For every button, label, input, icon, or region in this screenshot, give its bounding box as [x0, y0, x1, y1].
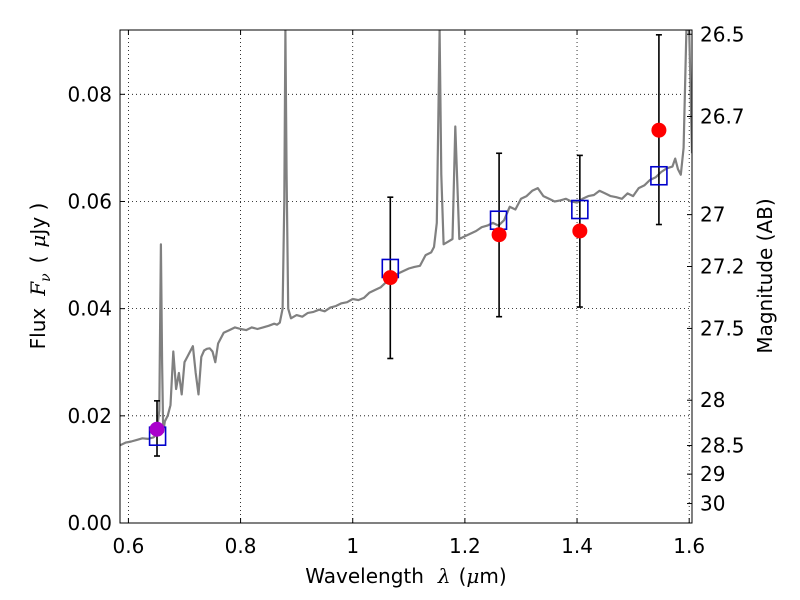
y2-tick-label: 29	[700, 462, 725, 486]
y-tick-label: 0.08	[67, 82, 112, 106]
observed-point	[382, 270, 398, 286]
plot-frame	[119, 29, 693, 524]
y2-tick-label: 27.5	[700, 316, 745, 340]
observed-point	[491, 227, 507, 243]
model-box-marker	[571, 199, 589, 220]
tick-layer: 0.6 0.8 1 1.2 1.4 1.6 0.00 0.02 0.04 0.06 0.08 26.5…	[67, 22, 744, 558]
model-box-marker	[650, 165, 668, 186]
observed-point	[572, 223, 588, 239]
x-tick-label: 1.6	[673, 534, 705, 558]
y2-tick-label: 28	[700, 388, 725, 412]
x-tick-label: 0.6	[113, 534, 145, 558]
y2-tick-label: 30	[700, 492, 725, 516]
observed-point	[651, 122, 667, 138]
y2-tick-label: 27	[700, 203, 725, 227]
spectrum-line	[120, 30, 692, 447]
y2-tick-label: 28.5	[700, 434, 745, 458]
observed-point-layer	[149, 122, 667, 437]
y-tick-label: 0.00	[67, 511, 112, 535]
x-axis-label: Wavelength λ (μm)	[305, 564, 506, 588]
x-tick-label: 1.2	[449, 534, 481, 558]
y-axis-label: FluxFν(μJy )	[26, 203, 54, 350]
spectrum-layer	[120, 30, 692, 447]
y-tick-label: 0.06	[67, 189, 112, 213]
y-tick-label: 0.04	[67, 297, 112, 321]
y2-tick-label: 26.7	[700, 104, 745, 128]
x-tick-label: 0.8	[225, 534, 257, 558]
right-axis-label: Magnitude (AB)	[753, 198, 777, 353]
y2-tick-label: 26.5	[700, 22, 745, 46]
x-tick-label: 1	[346, 534, 359, 558]
model-box-layer	[148, 165, 668, 446]
y2-tick-label: 27.2	[700, 255, 745, 279]
observed-point	[149, 421, 165, 437]
y-tick-label: 0.02	[67, 404, 112, 428]
grid-lines	[120, 30, 692, 523]
errorbar-layer	[154, 34, 662, 457]
x-tick-label: 1.4	[561, 534, 593, 558]
